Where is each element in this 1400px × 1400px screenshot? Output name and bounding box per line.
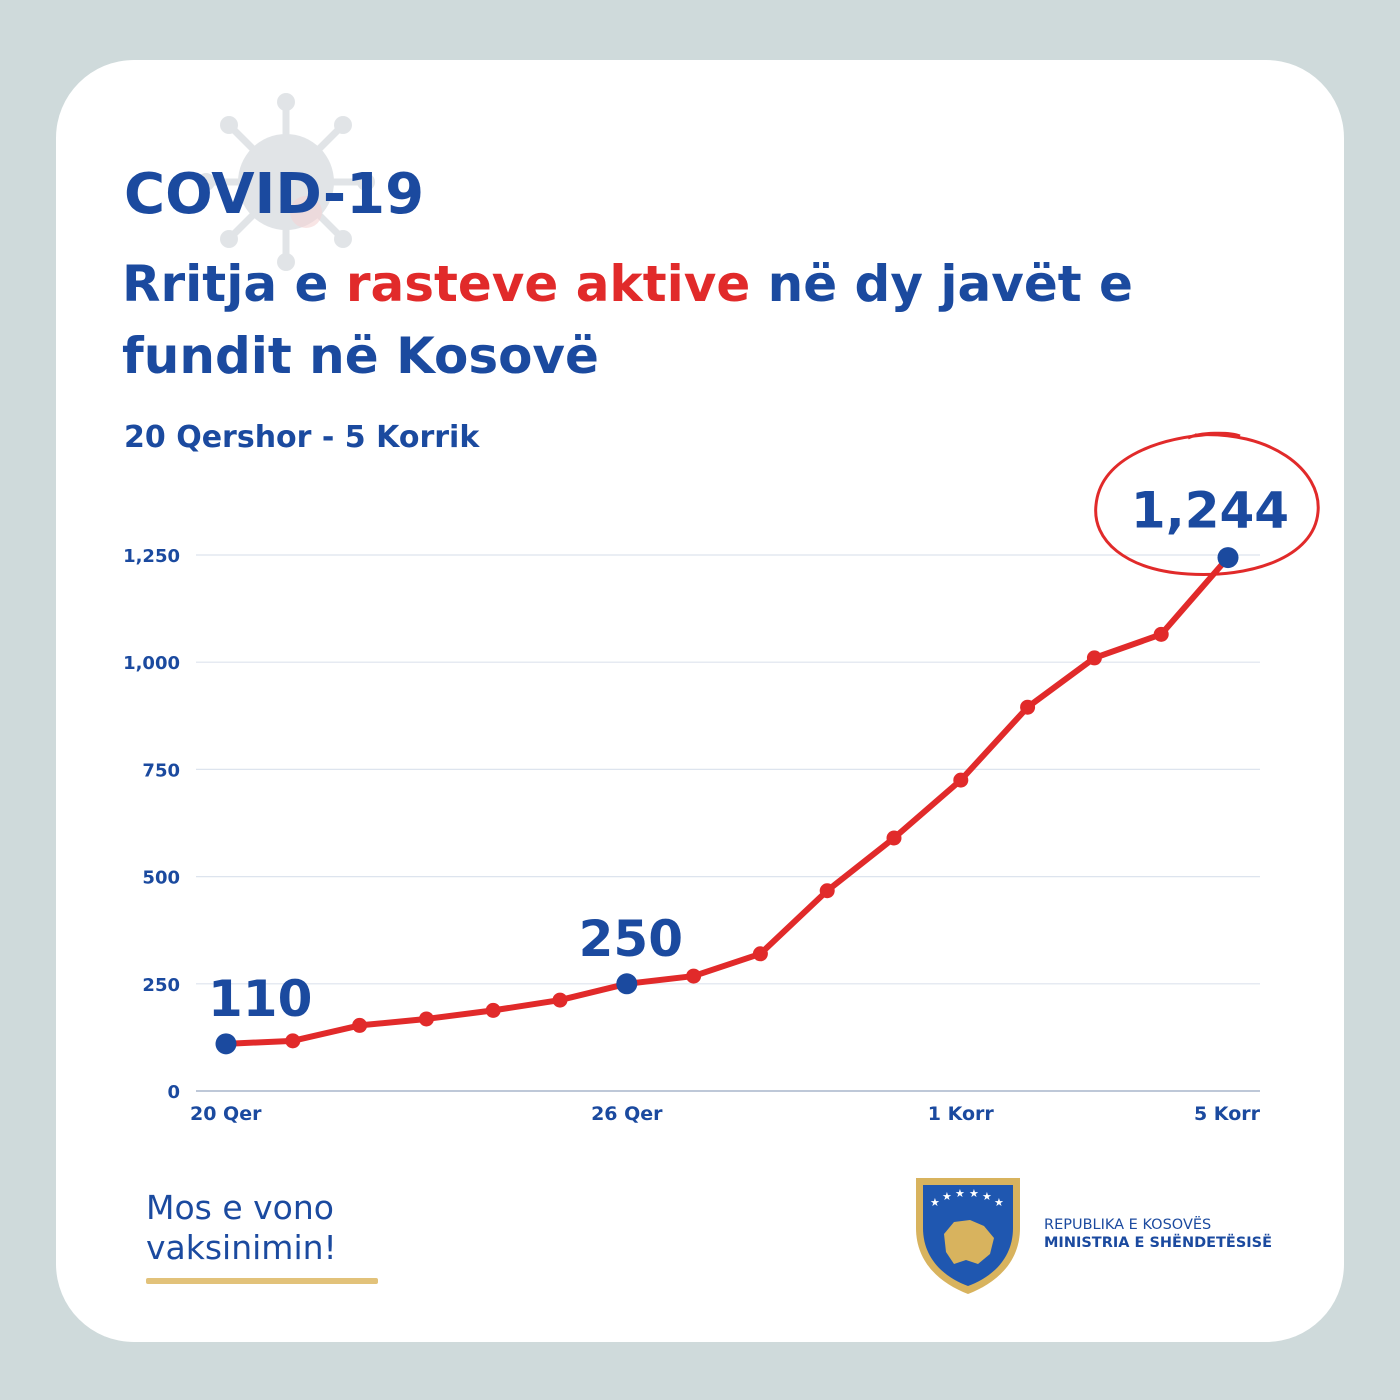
svg-text:★: ★ (955, 1187, 965, 1200)
data-point (752, 946, 768, 962)
y-tick-label: 1,250 (123, 546, 180, 567)
y-tick-label: 500 (142, 868, 180, 889)
y-tick-label: 750 (142, 760, 180, 781)
slogan: Mos e vono vaksinimin! (146, 1188, 337, 1267)
x-tick-label: 20 Qer (190, 1103, 262, 1125)
svg-text:★: ★ (942, 1190, 952, 1203)
y-tick-label: 0 (167, 1082, 180, 1103)
x-tick-label: 5 Korr (1194, 1103, 1261, 1125)
y-tick-label: 1,000 (123, 653, 180, 674)
kosovo-emblem-icon: ★ ★ ★ ★ ★ ★ (916, 1178, 1020, 1294)
data-point (552, 992, 568, 1008)
data-label: 110 (208, 970, 312, 1028)
infographic-card (56, 60, 1344, 1342)
data-point (418, 1011, 434, 1027)
data-point (953, 772, 969, 788)
virus-icon (197, 93, 375, 271)
subtitle-accent: rasteve aktive (345, 255, 751, 313)
page-title: COVID-19 (124, 162, 425, 227)
highlight-point (215, 1033, 237, 1055)
svg-text:★: ★ (969, 1187, 979, 1200)
x-tick-label: 26 Qer (591, 1103, 663, 1125)
data-point (819, 883, 835, 899)
data-point (886, 830, 902, 846)
ministry-label: REPUBLIKA E KOSOVËS MINISTRIA E SHËNDETË… (1044, 1216, 1272, 1252)
data-point (1020, 699, 1036, 715)
slogan-underline (146, 1278, 378, 1284)
highlight-circle (1094, 431, 1320, 576)
svg-text:★: ★ (930, 1196, 940, 1209)
x-tick-label: 1 Korr (928, 1103, 995, 1125)
y-tick-label: 250 (142, 975, 180, 996)
data-point (686, 968, 702, 984)
data-point (1153, 626, 1169, 642)
data-label: 250 (579, 910, 683, 968)
series-line (223, 554, 1231, 1047)
data-point (352, 1017, 368, 1033)
data-label: 1,244 (1131, 482, 1289, 540)
svg-text:★: ★ (994, 1196, 1004, 1209)
subtitle-part2: në dy javët e fundit në Kosovë (122, 255, 1133, 385)
data-point (485, 1002, 501, 1018)
ministry-line2: MINISTRIA E SHËNDETËSISË (1044, 1235, 1273, 1251)
data-point (285, 1033, 301, 1049)
chart-subtitle: Rritja e rasteve aktive në dy javët e fu… (122, 248, 1272, 392)
highlight-point (616, 973, 638, 995)
subtitle-part1: Rritja e (122, 255, 346, 313)
highlight-point (1217, 547, 1239, 569)
svg-text:★: ★ (982, 1190, 992, 1203)
date-range: 20 Qershor - 5 Korrik (124, 420, 480, 455)
ministry-line1: REPUBLIKA E KOSOVËS (1044, 1217, 1212, 1233)
data-point (1086, 650, 1102, 666)
